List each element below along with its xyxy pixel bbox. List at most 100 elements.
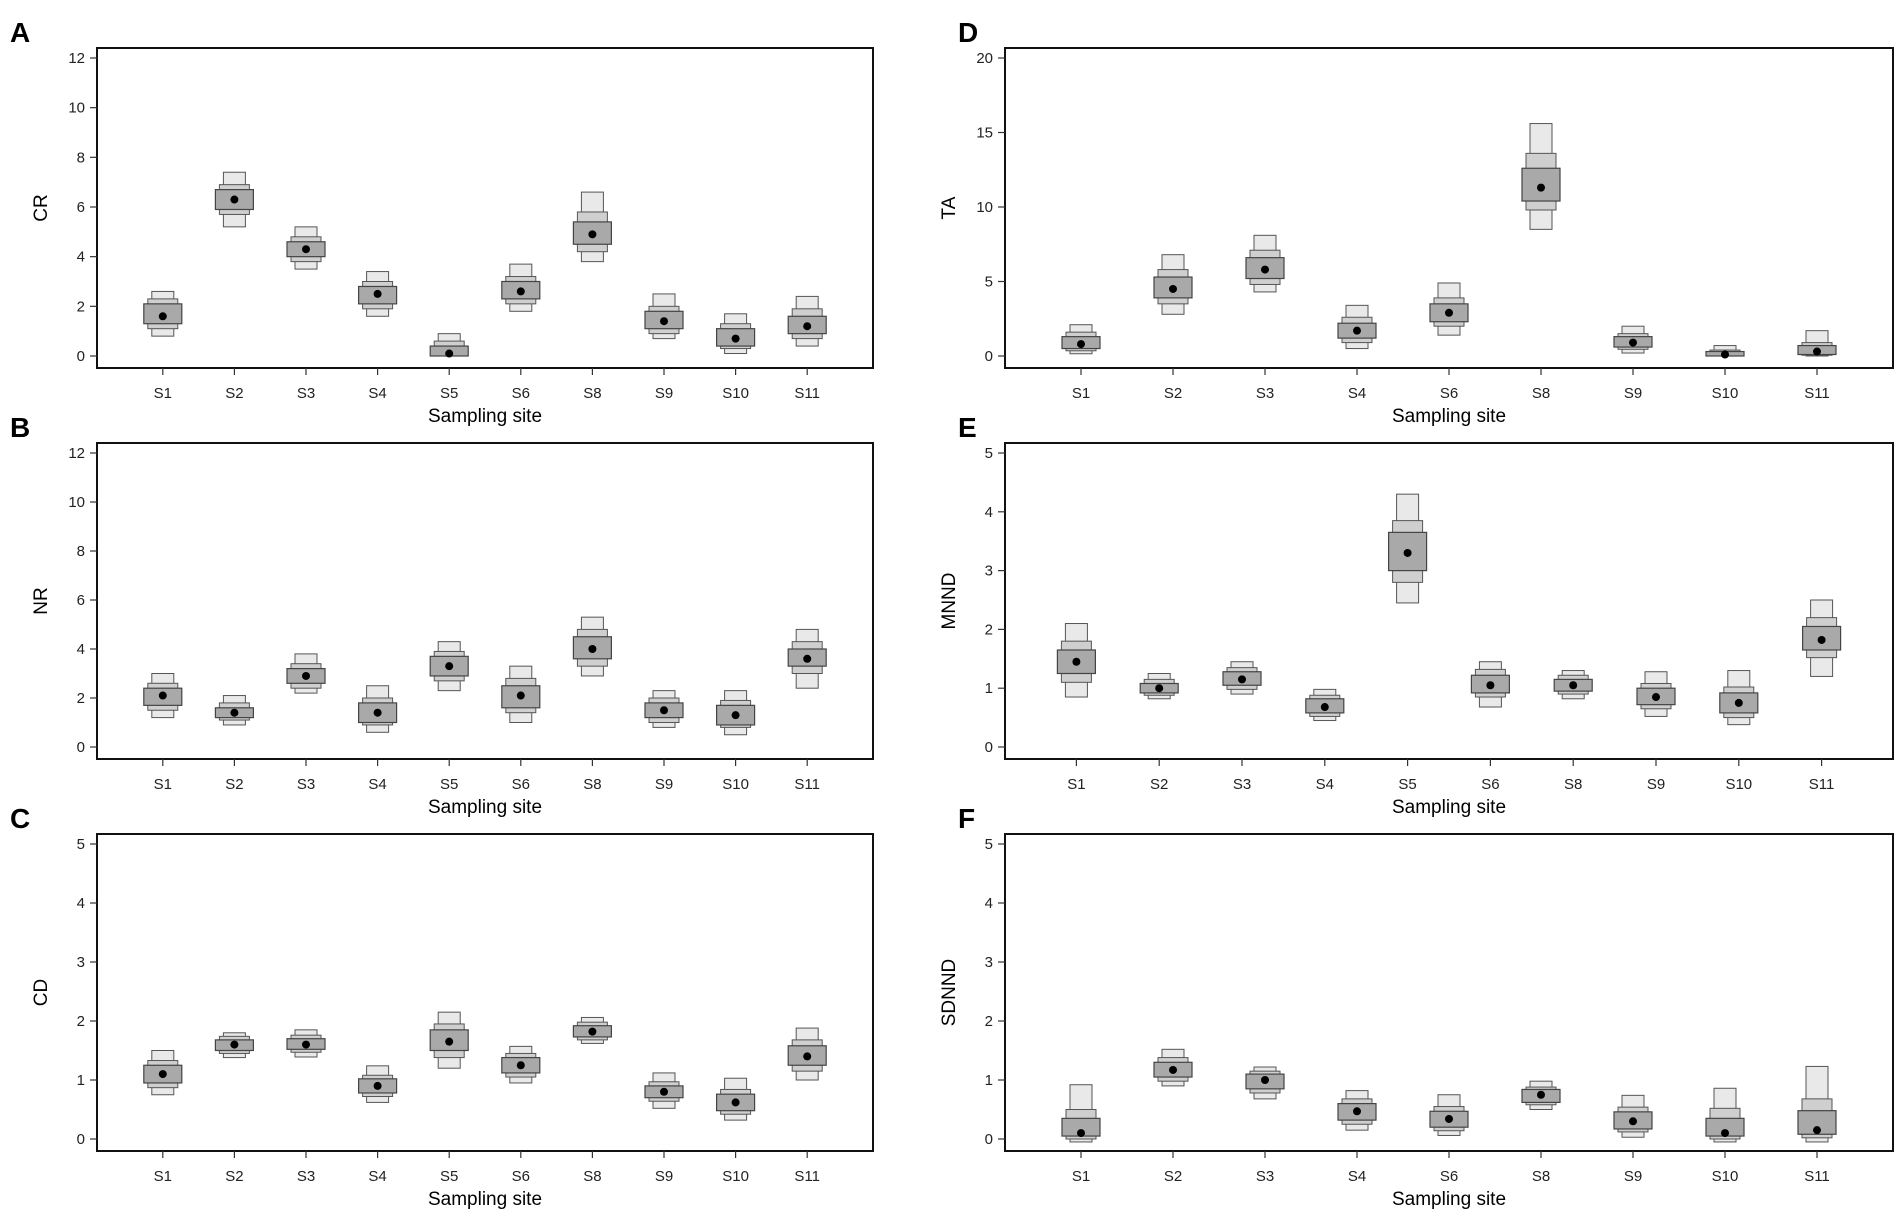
y-tick-label: 12 — [68, 445, 85, 462]
x-tick-label: S8 — [1532, 1168, 1550, 1185]
median-point — [445, 662, 454, 671]
median-point — [516, 287, 525, 296]
y-tick-label: 20 — [976, 50, 993, 67]
chart-panel-d: D 0 5 10 15 20 TA Sampling site S1 S2 S3 S4 S6 S8 S9 S1… — [939, 17, 1894, 427]
median-point — [588, 230, 597, 239]
median-point — [1261, 265, 1269, 274]
median-point — [1721, 1129, 1729, 1138]
median-point — [1813, 347, 1821, 356]
boxplot-s2 — [214, 171, 254, 228]
median-point — [373, 289, 382, 298]
y-axis-title: MNND — [939, 573, 960, 630]
boxplot-s9 — [644, 690, 684, 728]
y-tick-label: 2 — [77, 690, 85, 707]
boxplot-s2 — [214, 1032, 254, 1059]
boxplot-s3 — [286, 1029, 326, 1058]
x-axis-title: Sampling site — [428, 797, 542, 818]
boxplot-s1 — [1061, 324, 1101, 355]
y-tick-label: 3 — [985, 563, 993, 580]
y-tick-label: 4 — [985, 895, 993, 912]
x-tick-label: S4 — [368, 1168, 386, 1185]
median-point — [230, 1040, 239, 1049]
median-point — [230, 195, 239, 204]
boxplot-s10 — [1705, 1087, 1745, 1143]
y-tick-label: 2 — [985, 621, 993, 638]
boxplot-s10 — [715, 690, 756, 736]
boxplot-s11 — [1797, 330, 1837, 357]
boxplot-s11 — [787, 628, 827, 689]
plot-frame — [96, 442, 874, 760]
y-tick-label: 2 — [985, 1013, 993, 1030]
boxplot-s1 — [143, 290, 183, 337]
y-axis-title: CR — [31, 194, 52, 221]
y-tick-label: 8 — [77, 543, 85, 560]
y-tick-label: 0 — [985, 348, 993, 365]
median-point — [230, 708, 239, 717]
boxplot-s6 — [501, 263, 541, 312]
boxplot-s6 — [1429, 1094, 1469, 1136]
y-tick-label: 5 — [985, 836, 993, 853]
median-point — [731, 711, 740, 720]
median-point — [1445, 1114, 1453, 1123]
x-tick-label: S9 — [1624, 1168, 1642, 1185]
boxplot-s2 — [1139, 673, 1179, 700]
median-point — [1569, 681, 1578, 690]
median-point — [158, 691, 167, 700]
panel-letter: A — [10, 17, 30, 48]
x-tick-label: S11 — [794, 385, 820, 402]
y-tick-label: 2 — [77, 1013, 85, 1030]
median-point — [1261, 1076, 1269, 1084]
x-tick-label: S10 — [722, 776, 749, 793]
x-tick-label: S3 — [1233, 776, 1251, 793]
y-tick-label: 10 — [68, 100, 85, 117]
x-tick-label: S9 — [655, 1168, 673, 1185]
y-tick-label: 5 — [77, 836, 85, 853]
boxplot-s4 — [1305, 688, 1345, 722]
x-tick-label: S4 — [368, 385, 386, 402]
panel-letter: D — [958, 17, 978, 48]
boxplot-s3 — [1245, 234, 1285, 293]
boxplot-s3 — [1245, 1066, 1285, 1100]
y-axis-title: NR — [31, 587, 52, 614]
boxplot-s3 — [286, 653, 326, 694]
x-tick-label: S8 — [583, 385, 601, 402]
x-tick-label: S3 — [297, 1168, 315, 1185]
y-tick-label: 5 — [985, 274, 993, 291]
x-axis-title: Sampling site — [1392, 797, 1506, 818]
x-tick-label: S4 — [1348, 385, 1366, 402]
x-tick-label: S6 — [1440, 385, 1458, 402]
x-tick-label: S5 — [440, 385, 458, 402]
chart-panel-c: C 0 1 2 3 4 5 CD Sampling site S1 S2 S3 S4 S5 S6 S8 S9 S1… — [10, 803, 874, 1210]
boxplot-s11 — [787, 1027, 827, 1081]
boxplot-s8 — [1521, 123, 1561, 230]
boxplot-s10 — [1719, 670, 1759, 726]
boxplot-s6 — [501, 665, 541, 724]
y-tick-label: 0 — [77, 348, 85, 365]
chart-panel-e: E 0 1 2 3 4 5 MNND Sampling site S1 S2 S3 S4 S5 S6 S8 S9… — [939, 412, 1894, 818]
box-inner-level — [1797, 1110, 1837, 1135]
boxplot-s1 — [1061, 1084, 1101, 1143]
boxplot-s2 — [1153, 254, 1193, 315]
boxplot-s6 — [501, 1045, 541, 1084]
x-tick-label: S1 — [154, 1168, 172, 1185]
boxplot-s5 — [1387, 493, 1428, 604]
boxplot-s8 — [1553, 670, 1593, 700]
x-tick-label: S8 — [1564, 776, 1582, 793]
y-tick-label: 1 — [985, 680, 993, 697]
median-point — [588, 645, 597, 653]
x-axis-title: Sampling site — [1392, 1189, 1506, 1210]
x-tick-label: S10 — [722, 385, 749, 402]
boxplot-s4 — [358, 1065, 398, 1103]
x-tick-label: S3 — [1256, 385, 1274, 402]
median-point — [1813, 1126, 1821, 1135]
x-tick-label: S2 — [225, 1168, 243, 1185]
median-point — [731, 334, 740, 343]
y-tick-label: 8 — [77, 149, 85, 166]
x-tick-label: S2 — [1150, 776, 1168, 793]
median-point — [445, 349, 454, 358]
x-tick-label: S10 — [1712, 1168, 1739, 1185]
median-point — [1537, 183, 1545, 192]
y-tick-label: 6 — [77, 199, 85, 216]
y-tick-label: 1 — [985, 1072, 993, 1089]
plot-frame — [96, 833, 874, 1152]
